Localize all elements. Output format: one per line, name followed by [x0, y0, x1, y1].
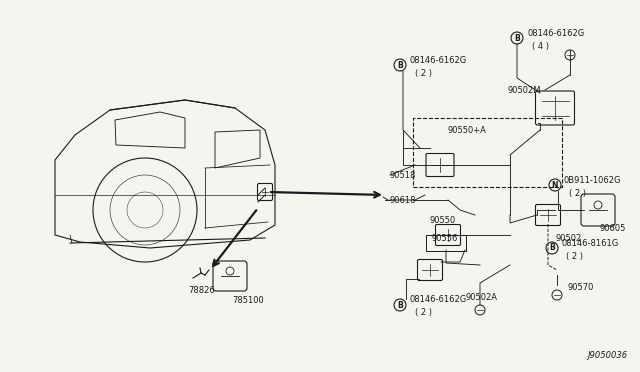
Text: J9050036: J9050036	[588, 351, 628, 360]
Text: 90550+A: 90550+A	[448, 125, 487, 135]
Text: ( 4 ): ( 4 )	[532, 42, 549, 51]
Text: B: B	[397, 61, 403, 70]
Text: N: N	[552, 180, 558, 189]
Text: 90502M: 90502M	[508, 86, 541, 94]
Text: 08146-6162G: 08146-6162G	[410, 295, 467, 305]
Text: B: B	[514, 33, 520, 42]
Text: 08146-6162G: 08146-6162G	[527, 29, 584, 38]
Text: ( 2 ): ( 2 )	[569, 189, 586, 198]
Text: 90556: 90556	[432, 234, 458, 243]
Text: ( 2 ): ( 2 )	[415, 68, 432, 77]
Text: 08146-6162G: 08146-6162G	[410, 55, 467, 64]
Text: 90550: 90550	[430, 215, 456, 224]
Text: 78826: 78826	[188, 286, 215, 295]
Text: 90618: 90618	[390, 196, 417, 205]
Text: 08146-8161G: 08146-8161G	[561, 238, 618, 247]
Text: 90570: 90570	[567, 283, 593, 292]
Text: B: B	[397, 301, 403, 310]
Text: 90502: 90502	[555, 234, 581, 243]
Text: ( 2 ): ( 2 )	[415, 308, 432, 317]
Text: 785100: 785100	[232, 296, 264, 305]
Text: 90605: 90605	[600, 224, 627, 232]
Text: 0B911-1062G: 0B911-1062G	[564, 176, 621, 185]
Text: ( 2 ): ( 2 )	[566, 251, 583, 260]
Text: 90518: 90518	[390, 170, 417, 180]
Text: 90502A: 90502A	[465, 294, 497, 302]
Text: B: B	[549, 244, 555, 253]
